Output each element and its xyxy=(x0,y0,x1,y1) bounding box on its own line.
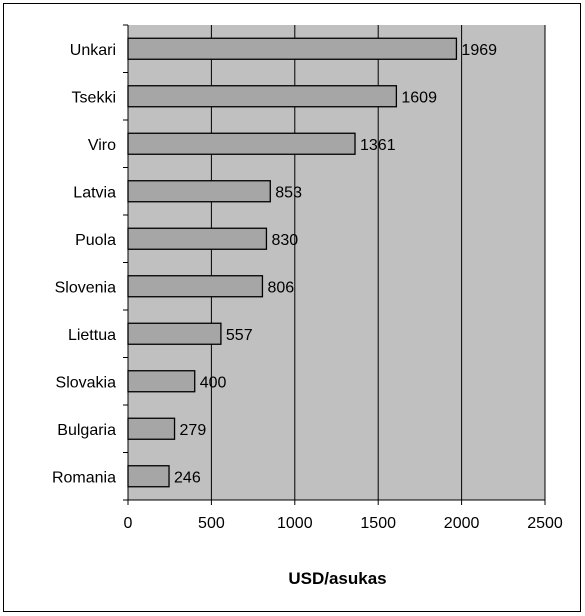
category-label-liettua: Liettua xyxy=(68,327,116,344)
bar-liettua xyxy=(127,322,222,345)
bar-latvia xyxy=(127,180,271,203)
bar-romania xyxy=(127,465,170,488)
category-label-bulgaria: Bulgaria xyxy=(57,422,116,439)
data-label-liettua: 557 xyxy=(226,327,253,344)
category-labels: Unkari Tsekki Viro Latvia Puola Slovenia Liett… xyxy=(52,42,116,487)
category-label-latvia: Latvia xyxy=(73,184,116,201)
bar-tsekki xyxy=(127,85,398,108)
bar-slovakia xyxy=(127,370,196,393)
category-label-unkari: Unkari xyxy=(70,42,116,59)
bar-unkari xyxy=(127,37,458,60)
category-label-slovakia: Slovakia xyxy=(56,374,117,391)
x-tick-labels: 0 500 1000 1500 2000 2500 xyxy=(124,515,563,532)
data-label-slovakia: 400 xyxy=(200,374,227,391)
bar-bulgaria xyxy=(127,417,176,440)
data-label-unkari: 1969 xyxy=(461,42,497,59)
bar-viro xyxy=(127,132,356,155)
bar-slovenia xyxy=(127,275,264,298)
data-label-romania: 246 xyxy=(174,469,201,486)
data-label-tsekki: 1609 xyxy=(401,89,437,106)
x-tick-label-0: 0 xyxy=(124,515,133,532)
data-label-puola: 830 xyxy=(271,232,298,249)
data-label-viro: 1361 xyxy=(360,137,396,154)
category-label-romania: Romania xyxy=(52,469,116,486)
axes xyxy=(123,24,546,505)
x-tick-label-1000: 1000 xyxy=(277,515,313,532)
data-label-slovenia: 806 xyxy=(267,279,294,296)
x-tick-label-500: 500 xyxy=(198,515,225,532)
x-tick-label-2000: 2000 xyxy=(444,515,480,532)
data-labels: 1969 1609 1361 853 830 806 557 400 279 246 xyxy=(174,42,497,487)
x-axis-title: USD/asukas xyxy=(288,569,386,588)
bars xyxy=(127,37,458,488)
data-label-latvia: 853 xyxy=(275,184,302,201)
category-label-viro: Viro xyxy=(88,137,116,154)
category-label-puola: Puola xyxy=(75,232,116,249)
category-label-tsekki: Tsekki xyxy=(72,89,116,106)
bar-puola xyxy=(127,227,268,250)
x-tick-label-1500: 1500 xyxy=(360,515,396,532)
category-label-slovenia: Slovenia xyxy=(55,279,116,296)
x-tick-label-2500: 2500 xyxy=(527,515,563,532)
data-label-bulgaria: 279 xyxy=(180,422,207,439)
